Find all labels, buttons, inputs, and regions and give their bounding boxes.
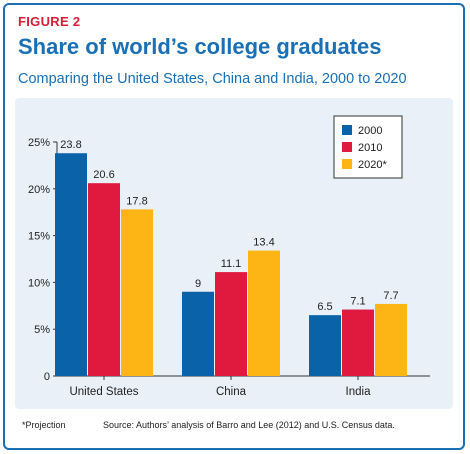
x-tick-label: India <box>346 386 372 398</box>
legend-label: 2010 <box>358 142 382 154</box>
y-tick-label: 20% <box>28 184 50 196</box>
data-label: 13.4 <box>253 237 274 249</box>
bar <box>121 209 153 376</box>
data-label: 20.6 <box>93 169 114 181</box>
chart-title: Share of world’s college graduates <box>18 34 382 59</box>
x-tick-label: China <box>216 386 247 398</box>
y-tick-label: 15% <box>28 231 50 243</box>
chart-subtitle: Comparing the United States, China and I… <box>18 71 407 87</box>
y-tick-label: 10% <box>28 277 50 289</box>
source-note: Source: Authors’ analysis of Barro and L… <box>103 420 395 430</box>
data-label: 7.1 <box>350 296 365 308</box>
legend-swatch <box>342 125 352 135</box>
bar <box>248 250 280 376</box>
y-tick-label: 25% <box>28 137 50 149</box>
legend-swatch <box>342 142 352 152</box>
figure-label: FIGURE 2 <box>18 14 81 29</box>
bar <box>375 303 407 376</box>
footnote: *Projection <box>22 420 66 430</box>
data-label: 6.5 <box>317 301 332 313</box>
x-tick-label: United States <box>69 386 138 398</box>
legend-swatch <box>342 159 352 169</box>
bar <box>88 183 120 376</box>
y-tick-label: 5% <box>34 324 50 336</box>
data-label: 11.1 <box>221 258 242 270</box>
legend-label: 2000 <box>358 125 382 137</box>
bar <box>215 272 247 376</box>
data-label: 23.8 <box>60 139 81 151</box>
data-label: 9 <box>195 278 201 290</box>
bar <box>309 315 341 376</box>
bar <box>342 309 374 376</box>
bar <box>55 153 87 376</box>
data-label: 7.7 <box>383 290 398 302</box>
y-tick-label: 0 <box>44 371 50 383</box>
data-label: 17.8 <box>126 195 147 207</box>
legend-label: 2020* <box>358 159 387 171</box>
bar <box>182 291 214 376</box>
